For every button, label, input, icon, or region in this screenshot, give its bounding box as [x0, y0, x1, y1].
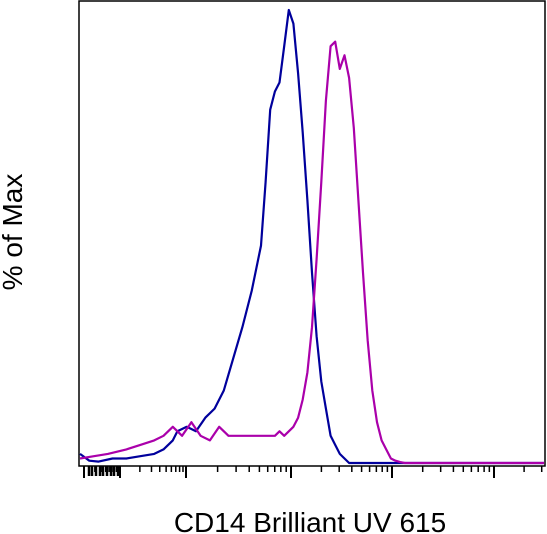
x-axis-ticks: [83, 466, 543, 478]
x-axis-label: CD14 Brilliant UV 615: [174, 507, 446, 534]
series-line-2: [79, 40, 544, 465]
y-axis-label: % of Max: [0, 174, 28, 291]
series-line-1: [79, 8, 544, 465]
plot-frame: [78, 0, 546, 467]
series-layer: [79, 8, 544, 465]
